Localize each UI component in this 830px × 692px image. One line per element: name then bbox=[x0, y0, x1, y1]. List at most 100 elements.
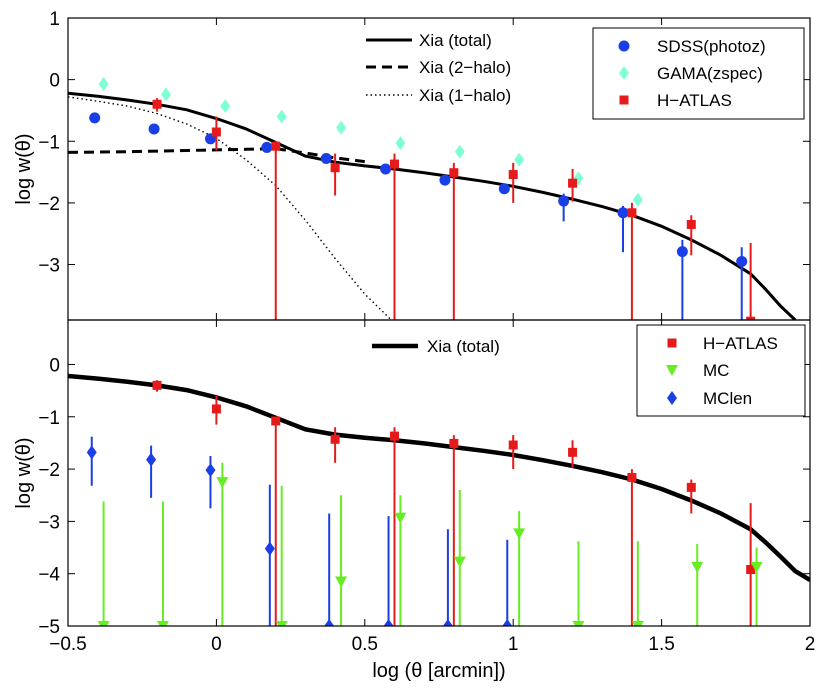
marker-square bbox=[449, 438, 459, 448]
legend-label: Xia (total) bbox=[419, 31, 492, 50]
curve-xia-1-halo- bbox=[68, 96, 393, 320]
marker-triangle-down bbox=[453, 556, 466, 568]
marker-triangle-down bbox=[631, 621, 644, 626]
x-tick-label: 0 bbox=[211, 634, 222, 655]
legend-label: SDSS(photoz) bbox=[657, 37, 766, 56]
marker-triangle-down bbox=[216, 477, 229, 489]
series-h-atlas bbox=[152, 98, 756, 320]
x-tick-label: 1.5 bbox=[648, 634, 674, 655]
y-tick-label: −2 bbox=[38, 194, 60, 215]
marker-diamond bbox=[146, 452, 157, 467]
series-h-atlas bbox=[152, 380, 756, 626]
marker-circle bbox=[498, 183, 510, 195]
marker-triangle-down bbox=[572, 621, 585, 626]
marker-diamond bbox=[395, 136, 406, 151]
marker-square bbox=[568, 178, 578, 188]
y-tick-label: −3 bbox=[38, 512, 60, 533]
x-tick-label: −0.5 bbox=[49, 634, 87, 655]
marker-square bbox=[686, 482, 696, 492]
marker-square bbox=[746, 565, 756, 575]
marker-triangle-down bbox=[335, 576, 348, 588]
marker-square bbox=[508, 440, 518, 450]
marker-diamond bbox=[454, 144, 465, 159]
marker-triangle-down bbox=[275, 621, 288, 626]
marker-triangle-down bbox=[691, 561, 704, 573]
x-tick-label: 2 bbox=[805, 634, 816, 655]
marker-diamond bbox=[86, 445, 97, 460]
marker-triangle-down bbox=[156, 621, 169, 626]
marker-square bbox=[627, 208, 637, 218]
marker-square bbox=[746, 316, 756, 320]
x-tick-label: 1 bbox=[508, 634, 519, 655]
marker-diamond bbox=[98, 76, 109, 91]
marker-square bbox=[667, 338, 677, 348]
marker-diamond bbox=[442, 619, 453, 626]
marker-triangle-down bbox=[394, 512, 407, 524]
marker-circle bbox=[617, 207, 629, 219]
y-tick-label: −3 bbox=[38, 256, 60, 277]
plot-area bbox=[68, 373, 810, 626]
marker-diamond bbox=[514, 152, 525, 167]
y-tick-label: −1 bbox=[38, 408, 60, 429]
marker-circle bbox=[148, 123, 160, 135]
legend-data: SDSS(photoz) GAMA(zspec) H−ATLAS bbox=[592, 27, 805, 120]
y-tick-label: 1 bbox=[49, 9, 60, 30]
marker-square bbox=[152, 380, 162, 390]
marker-circle bbox=[320, 153, 332, 165]
marker-square bbox=[449, 168, 459, 178]
marker-square bbox=[627, 472, 637, 482]
series-mclen bbox=[86, 436, 513, 626]
marker-square bbox=[330, 434, 340, 444]
marker-triangle-down bbox=[666, 365, 678, 376]
marker-circle bbox=[439, 174, 451, 186]
y-tick-label: −4 bbox=[38, 565, 60, 586]
series-sdss-photoz- bbox=[89, 112, 748, 320]
curve-xia-total- bbox=[68, 91, 797, 320]
marker-triangle-down bbox=[750, 561, 763, 573]
marker-square bbox=[271, 141, 281, 151]
y-tick-label: −2 bbox=[38, 460, 60, 481]
curve-xia-total- bbox=[68, 373, 810, 582]
marker-diamond bbox=[619, 66, 629, 80]
y-axis-label: log w(θ) bbox=[13, 133, 35, 204]
marker-square bbox=[389, 159, 399, 169]
marker-triangle-down bbox=[513, 528, 526, 540]
plot-area bbox=[68, 76, 797, 320]
marker-diamond bbox=[324, 619, 335, 626]
marker-diamond bbox=[336, 120, 347, 135]
y-tick-label: 0 bbox=[49, 355, 60, 376]
marker-diamond bbox=[264, 541, 275, 556]
legend-box bbox=[636, 324, 806, 417]
series-mc bbox=[97, 462, 763, 626]
legend-label: Xia (total) bbox=[427, 337, 500, 356]
axes-frame bbox=[67, 319, 811, 627]
marker-diamond bbox=[502, 619, 513, 626]
legend-label: GAMA(zspec) bbox=[657, 64, 763, 83]
legend-data: H−ATLAS MC MClen bbox=[636, 324, 806, 417]
legend-label: H−ATLAS bbox=[657, 91, 732, 110]
marker-circle bbox=[380, 163, 392, 175]
y-tick-label: −5 bbox=[38, 617, 60, 638]
marker-circle bbox=[736, 255, 748, 267]
marker-square bbox=[330, 163, 340, 173]
legend-label: Xia (2−halo) bbox=[419, 58, 511, 77]
marker-square bbox=[211, 127, 221, 137]
marker-square bbox=[686, 219, 696, 229]
marker-square bbox=[271, 416, 281, 426]
marker-square bbox=[211, 404, 221, 414]
legend-label: MClen bbox=[703, 389, 752, 408]
series-gama-zspec- bbox=[98, 76, 643, 207]
legend-label: Xia (1−halo) bbox=[419, 86, 511, 105]
marker-square bbox=[508, 170, 518, 180]
marker-diamond bbox=[667, 391, 677, 405]
marker-square bbox=[568, 447, 578, 457]
marker-circle bbox=[618, 40, 630, 52]
marker-diamond bbox=[632, 192, 643, 207]
marker-circle bbox=[261, 141, 273, 153]
y-axis-label: log w(θ) bbox=[13, 437, 35, 508]
legend-curves: Xia (total) Xia (2−halo) Xia (1−halo) bbox=[366, 31, 511, 105]
legend-label: MC bbox=[703, 361, 729, 380]
marker-square bbox=[389, 431, 399, 441]
